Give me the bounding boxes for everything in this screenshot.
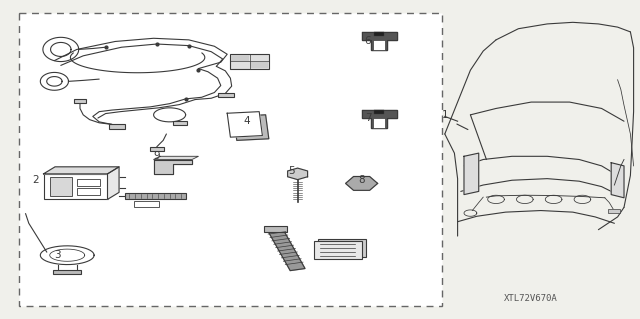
Bar <box>314 241 362 259</box>
Bar <box>50 177 72 196</box>
Bar <box>44 174 108 199</box>
Bar <box>77 179 100 186</box>
Text: 5: 5 <box>288 166 294 176</box>
Polygon shape <box>464 153 479 195</box>
Bar <box>173 121 187 125</box>
Bar <box>150 147 164 151</box>
Polygon shape <box>44 167 119 174</box>
Bar <box>250 62 268 68</box>
Text: 3: 3 <box>54 250 61 260</box>
Bar <box>74 99 86 103</box>
Polygon shape <box>346 176 378 190</box>
Text: 1: 1 <box>442 110 448 120</box>
Polygon shape <box>362 110 397 128</box>
Bar <box>125 193 186 199</box>
Polygon shape <box>108 167 119 199</box>
Text: 9: 9 <box>154 151 160 161</box>
Bar <box>134 201 159 207</box>
Polygon shape <box>362 32 397 49</box>
Text: 4: 4 <box>243 116 250 126</box>
Polygon shape <box>611 163 624 198</box>
Polygon shape <box>154 160 192 174</box>
Polygon shape <box>287 168 308 180</box>
Bar <box>19 13 442 306</box>
Polygon shape <box>227 112 262 137</box>
Bar <box>374 32 385 36</box>
Bar <box>373 40 385 49</box>
Polygon shape <box>154 156 198 160</box>
Bar <box>77 188 100 195</box>
Polygon shape <box>234 115 269 140</box>
Text: 6: 6 <box>365 36 371 47</box>
Bar <box>53 270 81 274</box>
Text: 8: 8 <box>358 175 365 185</box>
Bar <box>318 239 366 257</box>
Text: 2: 2 <box>32 175 38 185</box>
Text: 7: 7 <box>365 113 371 123</box>
Bar <box>231 55 249 61</box>
Bar <box>109 124 125 129</box>
Polygon shape <box>268 229 305 271</box>
Bar <box>373 118 385 128</box>
Bar <box>608 209 620 213</box>
Bar <box>230 54 269 69</box>
Text: XTL72V670A: XTL72V670A <box>504 294 558 303</box>
Bar <box>374 110 385 114</box>
Bar <box>218 93 234 97</box>
Bar <box>264 226 287 232</box>
